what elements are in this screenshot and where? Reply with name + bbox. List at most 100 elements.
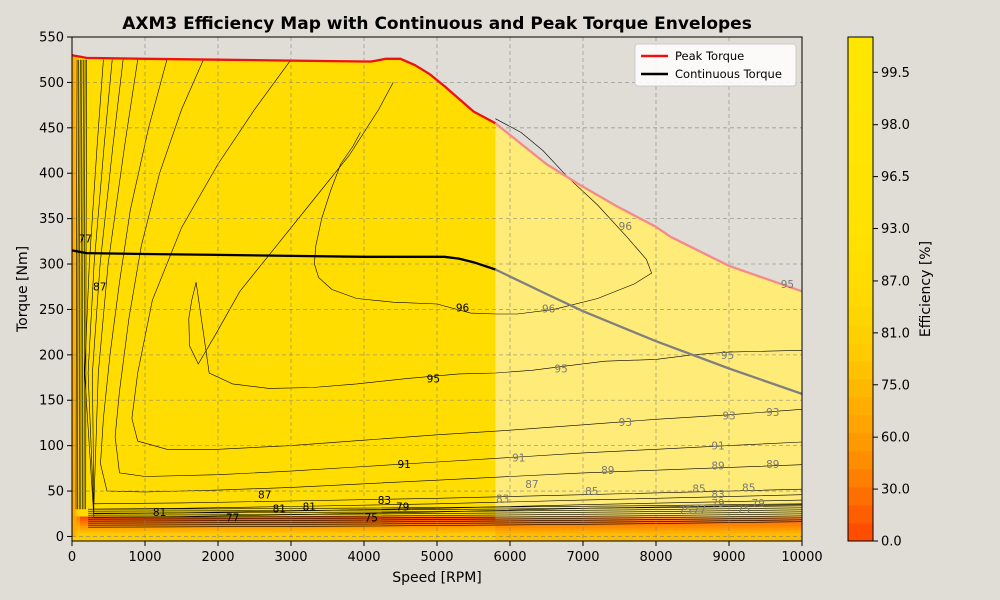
contour-95 <box>188 82 802 389</box>
legend-box <box>634 43 797 87</box>
colorbar-tick-label: 60.0 <box>881 431 910 446</box>
colorbar-label: Efficiency [%] <box>918 241 934 337</box>
x-tick-label: 8000 <box>639 550 672 565</box>
colorbar-ticks: 0.0 30.0 60.0 75.0 81.0 87.0 93.0 96.5 98.0 99.5 <box>873 66 910 550</box>
colorbar: 0.030.060.075.081.087.093.096.598.099.5 … <box>847 36 934 550</box>
colorbar-swatch <box>848 55 873 74</box>
colorbar-swatch <box>848 433 873 452</box>
contour-89 <box>100 59 802 493</box>
colorbar-swatch <box>848 415 873 434</box>
colorbar-swatch <box>848 379 873 398</box>
continuous-torque-line <box>72 249 496 271</box>
colorbar-swatch <box>848 397 873 416</box>
plot-content: 96 96 96 95 95 95 95 93 93 93 91 91 91 89 89 89 87 87 87 85… <box>72 37 802 541</box>
colorbar-swatch <box>848 487 873 506</box>
contour-label: 89 <box>711 461 724 473</box>
contour-label: 91 <box>397 459 410 471</box>
grid <box>72 37 802 541</box>
legend: Peak Torque Continuous Torque <box>634 43 797 87</box>
x-tick-label: 3000 <box>274 550 307 565</box>
colorbar-swatch <box>848 361 873 380</box>
contour-labels: 96 96 96 95 95 95 95 93 93 93 91 91 91 89 89 89 87 87 87 85… <box>78 221 794 525</box>
chart-title: AXM3 Efficiency Map with Continuous and … <box>122 14 752 34</box>
colorbar-swatch <box>848 145 873 164</box>
contour-label: 93 <box>766 407 779 419</box>
colorbar-swatch <box>848 217 873 236</box>
contour-label: 96 <box>542 304 556 316</box>
contour-label: 91 <box>711 441 724 453</box>
x-tick-label: 4000 <box>347 550 380 565</box>
y-axis-ticks: 0 50 100 150 200 250 300 350 400 450 500 550 <box>39 31 72 545</box>
y-tick-label: 500 <box>39 76 64 91</box>
efficiency-fill <box>72 55 802 541</box>
colorbar-swatch <box>848 523 873 542</box>
x-tick-label: 10000 <box>781 550 822 565</box>
x-tick-label: 1000 <box>128 550 161 565</box>
contour-label: 96 <box>619 221 633 233</box>
colorbar-tick-label: 0.0 <box>881 535 902 550</box>
contour-low-speed <box>83 59 86 510</box>
contour-label: 79 <box>711 498 724 510</box>
y-tick-label: 400 <box>39 167 64 182</box>
contour-label: 81 <box>153 507 166 519</box>
y-tick-label: 350 <box>39 212 64 227</box>
contour-label: 77 <box>78 234 91 246</box>
contour-label: 81 <box>273 503 286 515</box>
contour-low-speed <box>77 59 79 510</box>
x-tick-label: 5000 <box>420 550 453 565</box>
y-tick-label: 100 <box>39 439 64 454</box>
colorbar-swatch <box>848 469 873 488</box>
continuous-torque-line-faded <box>494 268 802 395</box>
contour-low-speed <box>75 59 78 510</box>
x-tick-label: 6000 <box>493 550 526 565</box>
contour-label: 79 <box>396 501 409 513</box>
colorbar-frame <box>847 36 874 542</box>
y-tick-label: 150 <box>39 394 64 409</box>
colorbar-swatch <box>848 37 873 56</box>
contour-label: 89 <box>601 465 614 477</box>
colorbar-tick-label: 98.0 <box>881 118 910 133</box>
colorbar-swatch <box>848 235 873 254</box>
contour-low <box>88 515 802 522</box>
y-tick-label: 550 <box>39 31 64 46</box>
colorbar-swatch <box>848 199 873 218</box>
y-tick-label: 300 <box>39 258 64 273</box>
x-tick-label: 7000 <box>566 550 599 565</box>
low-speed-band <box>72 55 81 537</box>
low-efficiency-band <box>72 533 496 541</box>
contour-low <box>88 507 802 514</box>
y-axis-label: Torque [Nm] <box>15 246 31 333</box>
contour-label: 91 <box>512 452 525 464</box>
colorbar-tick-label: 81.0 <box>881 326 910 341</box>
contour-label: 96 <box>456 303 470 315</box>
efficiency-region-field-weakening <box>495 123 802 537</box>
colorbar-swatch <box>848 289 873 308</box>
colorbar-swatch <box>848 253 873 272</box>
colorbar-swatch <box>848 451 873 470</box>
colorbar-swatch <box>848 73 873 92</box>
colorbar-tick-label: 87.0 <box>881 274 910 289</box>
contour-label: 79 <box>752 498 765 510</box>
x-tick-label: 9000 <box>712 550 745 565</box>
contour-label: 81 <box>303 501 316 513</box>
contour-label: 83 <box>496 493 509 505</box>
colorbar-tick-label: 75.0 <box>881 378 910 393</box>
contour-label: 75 <box>737 504 750 516</box>
contour-label: 85 <box>585 486 598 498</box>
y-tick-label: 0 <box>56 530 64 545</box>
contour-label: 83 <box>378 495 391 507</box>
colorbar-tick-label: 96.5 <box>881 170 910 185</box>
peak-torque-line-faded <box>494 122 802 293</box>
contour-label: 77 <box>226 512 239 524</box>
y-tick-label: 50 <box>47 485 64 500</box>
contour-label: 77 <box>693 503 706 515</box>
colorbar-tick-label: 30.0 <box>881 483 910 498</box>
low-efficiency-band <box>495 533 802 541</box>
y-tick-label: 250 <box>39 303 64 318</box>
colorbar-swatch <box>848 109 873 128</box>
contour-label: 93 <box>619 417 632 429</box>
contour-label: 83 <box>711 489 724 501</box>
colorbar-swatch <box>848 127 873 146</box>
y-tick-label: 200 <box>39 348 64 363</box>
